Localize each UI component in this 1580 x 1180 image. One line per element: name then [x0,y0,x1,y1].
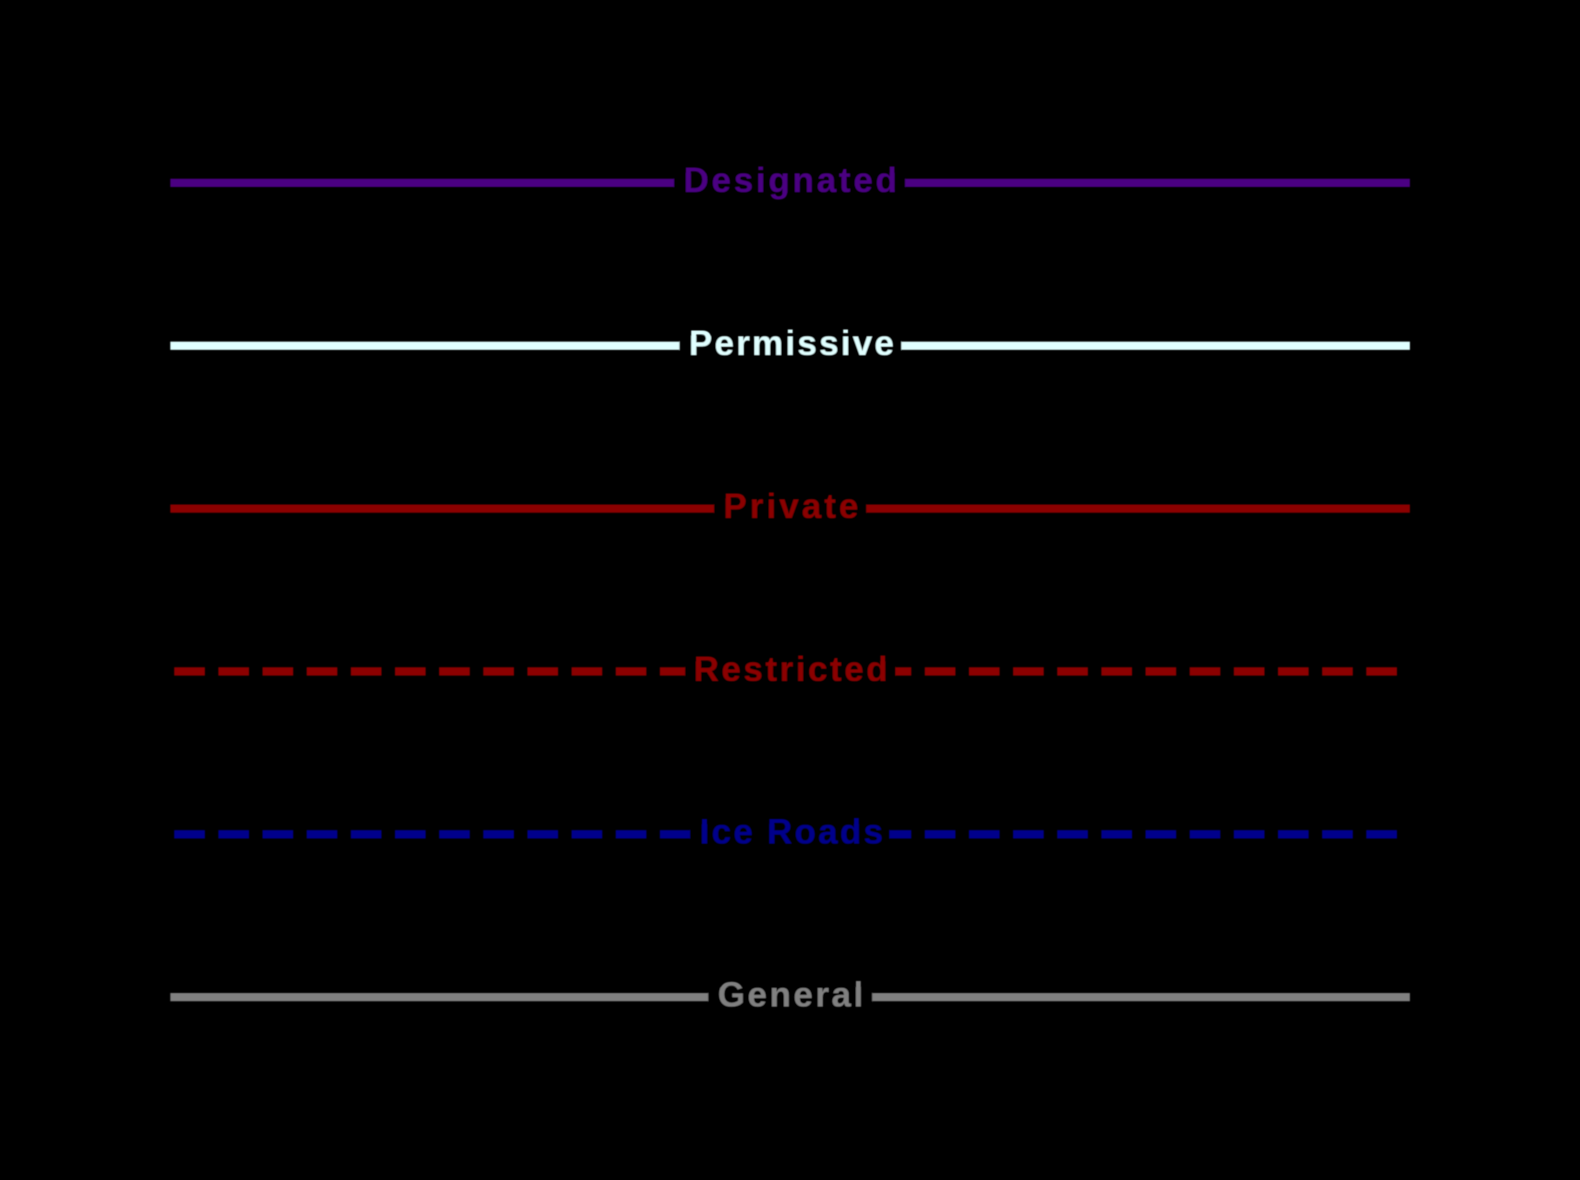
svg-text:Permissive: Permissive [689,324,894,363]
svg-text:Private: Private [723,487,858,526]
svg-text:Restricted: Restricted [694,650,888,689]
svg-text:Ice Roads: Ice Roads [700,813,883,852]
svg-text:General: General [718,975,864,1014]
